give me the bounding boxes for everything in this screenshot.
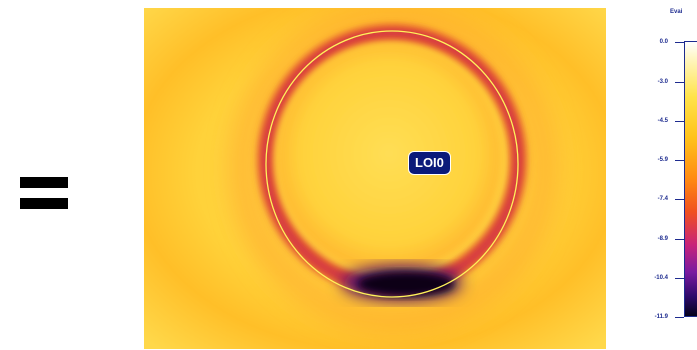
colorbar-tick-label: -5.9 (657, 157, 668, 163)
colorbar-tick-label: 0.0 (659, 39, 668, 45)
equals-bar-top (20, 177, 68, 188)
inner-disk (276, 43, 502, 273)
loi-label[interactable]: LOI0 (408, 151, 451, 175)
colorbar-tick-label: -3.0 (657, 79, 668, 85)
colorbar-tick-label: -8.9 (657, 236, 668, 242)
colorbar-tick (675, 199, 684, 200)
cold-region-core (358, 272, 454, 296)
outer-halo-ring (229, 8, 559, 333)
colorbar-tick (675, 317, 684, 318)
equals-sign (20, 177, 68, 209)
colorbar-tick-label: -11.9 (654, 314, 668, 320)
measurement-circle[interactable] (265, 30, 519, 298)
colorbar-tick (675, 42, 684, 43)
colorbar-tick-label: -7.4 (657, 196, 668, 202)
colorbar-tick (675, 239, 684, 240)
thermal-svg (144, 8, 606, 349)
colorbar-tick (675, 160, 684, 161)
colorbar-tick-label: -10.4 (654, 275, 668, 281)
colorbar-tick-label: -4.5 (657, 118, 668, 124)
colorbar-tick (675, 278, 684, 279)
colorbar (684, 41, 697, 317)
colorbar-title: Evai (670, 9, 683, 15)
colorbar-tick (675, 82, 684, 83)
equals-bar-bottom (20, 198, 68, 209)
thermal-image (144, 8, 606, 349)
colorbar-tick (675, 121, 684, 122)
